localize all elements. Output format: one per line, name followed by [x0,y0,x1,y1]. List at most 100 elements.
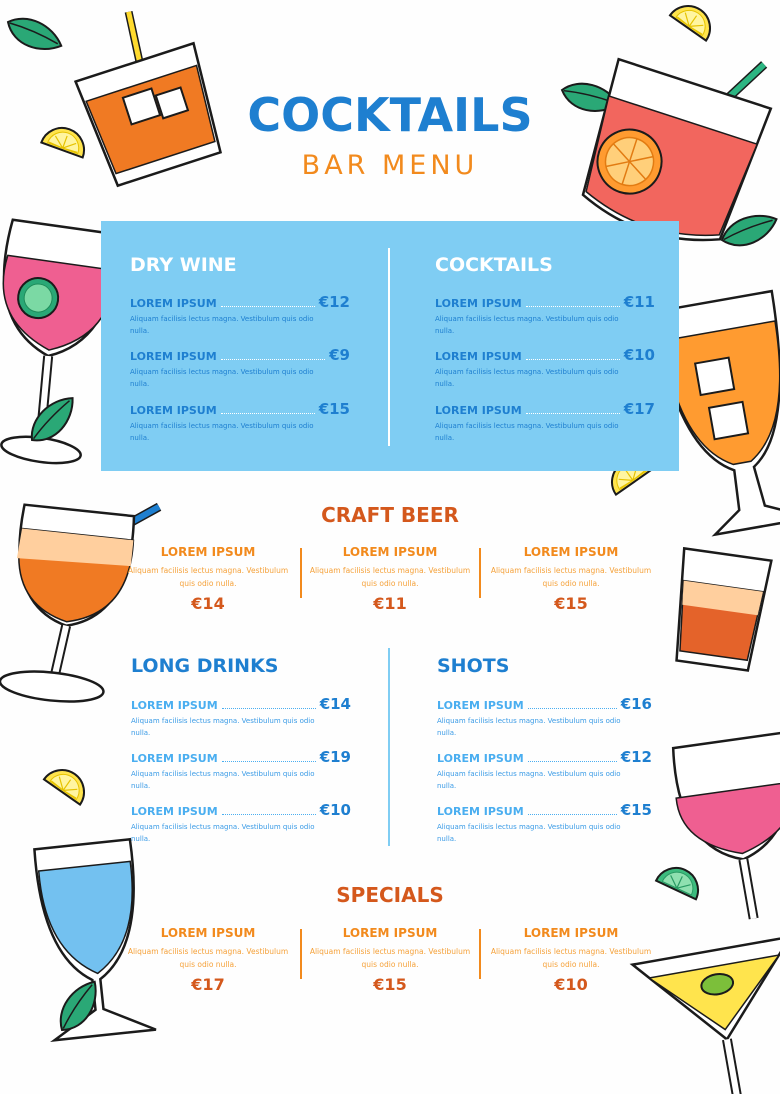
menu-item: LOREM IPSUM €15 Aliquam facilisis lectus … [130,402,350,444]
item-description: Aliquam facilisis lectus magna. Vestibul… [435,422,619,442]
item-name: LOREM IPSUM [437,752,524,765]
cocktails-section: COCKTAILS LOREM IPSUM €11 Aliquam facilis… [435,256,655,456]
item-price: €10 [319,801,351,819]
item-description: Aliquam facilisis lectus magna. Vestibul… [127,566,289,588]
item-name: LOREM IPSUM [160,926,256,940]
item-price: €12 [318,293,350,311]
specials-item: LOREM IPSUM Aliquam facilisis lectus mag… [486,927,656,993]
cocktails-title: COCKTAILS [435,254,553,276]
menu-item: LOREM IPSUM €17 Aliquam facilisis lectus … [435,402,655,444]
menu-title: COCKTAILS [247,88,533,142]
specials-title: SPECIALS [336,883,444,907]
menu-item: LOREM IPSUM €10 Aliquam facilisis lectus … [131,803,351,845]
red-cocktail-icon [581,57,773,242]
lemon-slice-icon [42,760,94,806]
item-name: LOREM IPSUM [131,699,218,712]
long-drinks-title: LONG DRINKS [131,655,279,677]
menu-item: LOREM IPSUM €10 Aliquam facilisis lectus … [435,348,655,390]
item-name: LOREM IPSUM [435,350,522,363]
item-price: €14 [191,594,225,613]
menu-item: LOREM IPSUM €16 Aliquam facilisis lectus … [437,697,652,739]
item-name: LOREM IPSUM [342,926,438,940]
item-price: €15 [620,801,652,819]
dot-leader [527,814,617,815]
rose-wine-glass-icon [671,731,780,920]
dot-leader [220,306,315,307]
item-description: Aliquam facilisis lectus magna. Vestibul… [130,422,314,442]
item-price: €19 [319,748,351,766]
blue-drink-icon [33,837,157,1042]
item-description: Aliquam facilisis lectus magna. Vestibul… [437,770,621,790]
craft-beer-item: LOREM IPSUM Aliquam facilisis lectus mag… [305,546,475,612]
dot-leader [525,306,620,307]
specials-item: LOREM IPSUM Aliquam facilisis lectus mag… [123,927,293,993]
orange-drink-icon [652,289,780,537]
item-price: €16 [620,695,652,713]
item-name: LOREM IPSUM [130,404,217,417]
featured-panel [101,221,679,471]
item-description: Aliquam facilisis lectus magna. Vestibul… [130,368,314,388]
item-name: LOREM IPSUM [435,297,522,310]
dot-leader [525,359,620,360]
item-description: Aliquam facilisis lectus magna. Vestibul… [309,947,471,969]
item-name: LOREM IPSUM [130,350,217,363]
item-name: LOREM IPSUM [130,297,217,310]
item-description: Aliquam facilisis lectus magna. Vestibul… [131,823,315,843]
beer-glass-icon [0,502,162,703]
item-name: LOREM IPSUM [437,805,524,818]
menu-item: LOREM IPSUM €15 Aliquam facilisis lectus … [437,803,652,845]
item-name: LOREM IPSUM [131,805,218,818]
shot-glass-icon [675,546,773,672]
menu-item: LOREM IPSUM €11 Aliquam facilisis lectus … [435,295,655,337]
item-name: LOREM IPSUM [160,545,256,559]
shots-section: SHOTS LOREM IPSUM €16 Aliquam facilisis l… [437,657,652,847]
item-price: €15 [554,594,588,613]
item-description: Aliquam facilisis lectus magna. Vestibul… [437,823,621,843]
dot-leader [221,708,316,709]
item-name: LOREM IPSUM [523,545,619,559]
dot-leader [221,814,316,815]
item-price: €12 [620,748,652,766]
item-price: €11 [623,293,655,311]
item-price: €17 [623,400,655,418]
item-price: €10 [623,346,655,364]
dot-leader [527,761,617,762]
column-divider [300,548,302,598]
item-name: LOREM IPSUM [131,752,218,765]
item-description: Aliquam facilisis lectus magna. Vestibul… [437,717,621,737]
whiskey-glass-icon [73,10,223,188]
menu-item: LOREM IPSUM €9 Aliquam facilisis lectus m… [130,348,350,390]
item-description: Aliquam facilisis lectus magna. Vestibul… [309,566,471,588]
lemon-slice-icon [668,0,720,42]
menu-item: LOREM IPSUM €12 Aliquam facilisis lectus … [437,750,652,792]
item-price: €17 [191,975,225,994]
long-drinks-section: LONG DRINKS LOREM IPSUM €14 Aliquam facil… [131,657,351,847]
item-description: Aliquam facilisis lectus magna. Vestibul… [490,947,652,969]
menu-item: LOREM IPSUM €14 Aliquam facilisis lectus … [131,697,351,739]
shots-title: SHOTS [437,655,510,677]
item-price: €10 [554,975,588,994]
item-price: €9 [329,346,350,364]
specials-item: LOREM IPSUM Aliquam facilisis lectus mag… [305,927,475,993]
panel-divider [388,248,390,446]
dot-leader [220,359,326,360]
menu-item: LOREM IPSUM €19 Aliquam facilisis lectus … [131,750,351,792]
dot-leader [525,413,620,414]
dry-wine-title: DRY WINE [130,254,237,276]
column-divider [479,929,481,979]
item-name: LOREM IPSUM [342,545,438,559]
item-description: Aliquam facilisis lectus magna. Vestibul… [127,947,289,969]
menu-item: LOREM IPSUM €12 Aliquam facilisis lectus … [130,295,350,337]
craft-beer-item: LOREM IPSUM Aliquam facilisis lectus mag… [123,546,293,612]
item-description: Aliquam facilisis lectus magna. Vestibul… [130,315,314,335]
column-divider [479,548,481,598]
item-name: LOREM IPSUM [523,926,619,940]
martini-glass-icon [629,935,780,1094]
menu-subtitle: BAR MENU [301,150,479,181]
dry-wine-section: DRY WINE LOREM IPSUM €12 Aliquam facilisi… [130,256,350,456]
item-description: Aliquam facilisis lectus magna. Vestibul… [131,717,315,737]
item-price: €15 [318,400,350,418]
item-price: €15 [373,975,407,994]
